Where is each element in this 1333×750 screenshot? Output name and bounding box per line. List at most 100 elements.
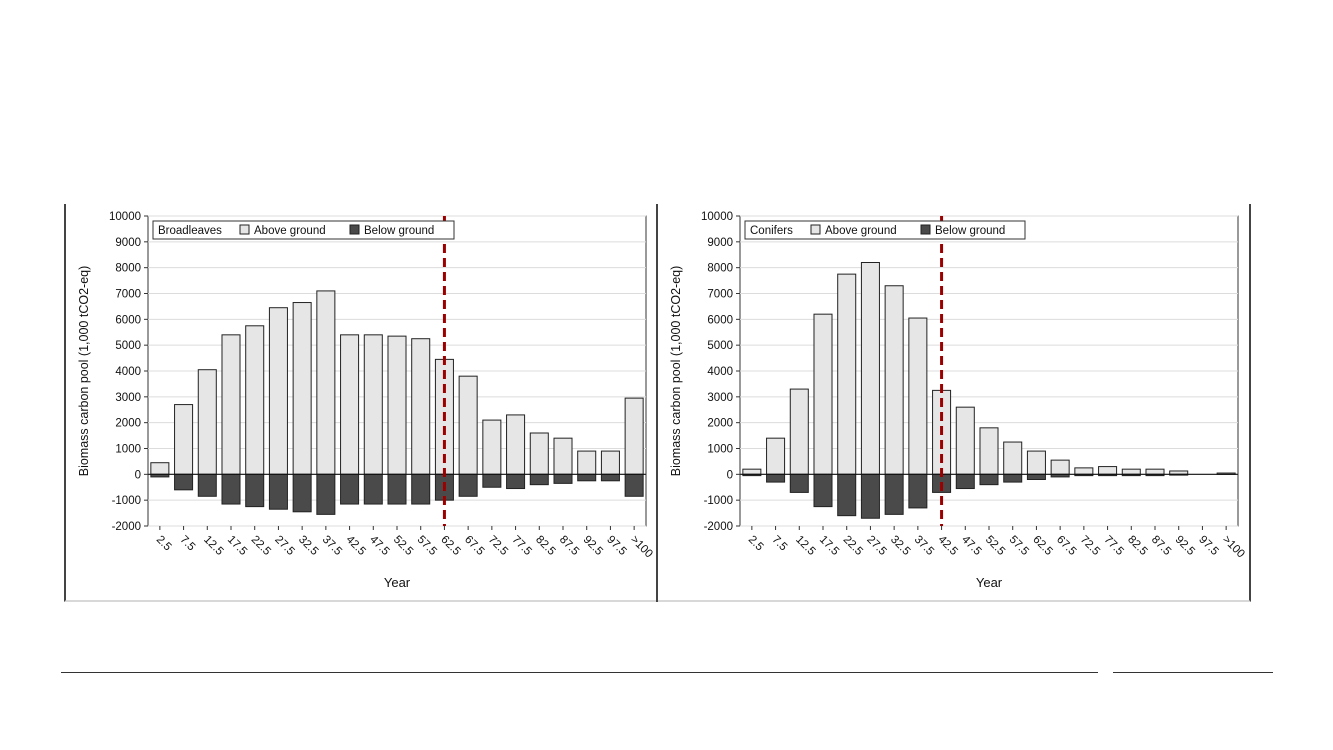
x-tick-label: 12.5	[201, 534, 225, 558]
bar-below-ground	[292, 473, 312, 513]
x-tick-label: 17.5	[817, 534, 841, 558]
y-tick-label: 0	[727, 469, 733, 481]
legend-box	[152, 220, 455, 240]
x-tick-label: 62.5	[438, 534, 462, 558]
x-tick-label: 67.5	[1054, 534, 1078, 558]
legend-swatch	[239, 224, 250, 235]
x-tick-label: 47.5	[367, 534, 391, 558]
x-tick-label: 22.5	[841, 534, 865, 558]
footer-rule-left	[61, 672, 1098, 673]
x-tick-label: 87.5	[557, 534, 581, 558]
bar-below-ground	[268, 473, 288, 510]
bar-below-ground	[245, 473, 265, 508]
x-tick-label: 37.5	[320, 534, 344, 558]
y-tick-label: 7000	[707, 289, 733, 301]
bar-above-ground	[1026, 450, 1046, 475]
y-tick-label: 10000	[701, 211, 733, 223]
legend-swatch	[349, 224, 360, 235]
bar-below-ground	[506, 473, 526, 490]
bar-above-ground	[363, 334, 383, 475]
bar-below-ground	[1026, 473, 1046, 481]
y-tick-label: 1000	[707, 444, 733, 456]
bar-above-ground	[860, 262, 880, 475]
x-tick-label: 42.5	[935, 534, 959, 558]
y-tick-label: 7000	[115, 289, 141, 301]
bar-below-ground	[411, 473, 431, 505]
panel-divider	[656, 204, 658, 602]
x-tick-label: >100	[1220, 534, 1247, 561]
legend: Broadleaves Above ground Below ground	[152, 220, 455, 240]
x-tick-label: 72.5	[486, 534, 510, 558]
bar-above-ground	[529, 432, 549, 475]
bar-above-ground	[600, 450, 620, 475]
footer-rule-right	[1113, 672, 1273, 673]
y-tick-label: 2000	[115, 418, 141, 430]
bar-below-ground	[624, 473, 644, 497]
x-tick-label: 82.5	[1125, 534, 1149, 558]
x-tick-label: 52.5	[983, 534, 1007, 558]
x-tick-label: 92.5	[1173, 534, 1197, 558]
y-tick-label: 3000	[115, 392, 141, 404]
bar-below-ground	[458, 473, 478, 497]
x-tick-label: 7.5	[177, 534, 197, 554]
legend-swatch	[810, 224, 821, 235]
bar-below-ground	[813, 473, 833, 508]
x-tick-label: 12.5	[793, 534, 817, 558]
y-tick-label: 1000	[115, 444, 141, 456]
legend-swatch	[920, 224, 931, 235]
bar-below-ground	[979, 473, 999, 486]
x-tick-label: 77.5	[1101, 534, 1125, 558]
x-tick-label: 32.5	[888, 534, 912, 558]
conifers-chart: -2000 -1000 0 1000 2000 3000 4000 5000 6000 7000 8…	[669, 211, 1247, 590]
y-tick-label: 0	[135, 469, 141, 481]
y-tick-label: 3000	[707, 392, 733, 404]
bar-below-ground	[789, 473, 809, 493]
y-tick-label: 5000	[707, 340, 733, 352]
y-tick-label: -1000	[704, 495, 733, 507]
y-tick-label: 9000	[115, 237, 141, 249]
legend-label: Above ground	[825, 225, 897, 237]
x-tick-label: 37.5	[912, 534, 936, 558]
y-tick-label: -2000	[112, 521, 141, 533]
legend-label: Above ground	[254, 225, 326, 237]
bar-above-ground	[387, 335, 407, 475]
x-tick-label: 27.5	[864, 534, 888, 558]
bar-below-ground	[577, 473, 597, 482]
legend-label: Below ground	[364, 225, 434, 237]
bar-below-ground	[1003, 473, 1023, 483]
bar-above-ground	[174, 404, 194, 475]
bar-below-ground	[316, 473, 336, 515]
x-tick-label: 52.5	[391, 534, 415, 558]
y-tick-label: 4000	[115, 366, 141, 378]
bar-above-ground	[1145, 468, 1165, 475]
x-tick-label: 2.5	[154, 534, 174, 554]
x-tick-label: 57.5	[1007, 534, 1031, 558]
y-tick-label: 9000	[707, 237, 733, 249]
legend-title: Broadleaves	[158, 225, 222, 237]
bar-below-ground	[363, 473, 383, 505]
bar-above-ground	[316, 290, 336, 475]
legend-title: Conifers	[750, 225, 793, 237]
bar-above-ground	[553, 437, 573, 475]
bar-above-ground	[1098, 466, 1118, 475]
x-tick-label: 27.5	[272, 534, 296, 558]
bar-above-ground	[979, 427, 999, 475]
bar-below-ground	[221, 473, 241, 505]
y-axis-label: Biomass carbon pool (1,000 tCO2-eq)	[77, 266, 91, 477]
bar-above-ground	[577, 450, 597, 475]
bar-below-ground	[482, 473, 502, 488]
x-tick-label: 32.5	[296, 534, 320, 558]
bar-below-ground	[860, 473, 880, 519]
bar-above-ground	[884, 285, 904, 475]
y-tick-label: 8000	[707, 263, 733, 275]
x-tick-label: 47.5	[959, 534, 983, 558]
y-tick-label: 8000	[115, 263, 141, 275]
bar-above-ground	[150, 462, 170, 475]
x-tick-label: 97.5	[1196, 534, 1220, 558]
x-tick-label: 57.5	[415, 534, 439, 558]
y-tick-label: -2000	[704, 521, 733, 533]
bar-above-ground	[837, 273, 857, 475]
x-tick-label: 87.5	[1149, 534, 1173, 558]
y-tick-label: 4000	[707, 366, 733, 378]
x-tick-label: >100	[628, 534, 655, 561]
